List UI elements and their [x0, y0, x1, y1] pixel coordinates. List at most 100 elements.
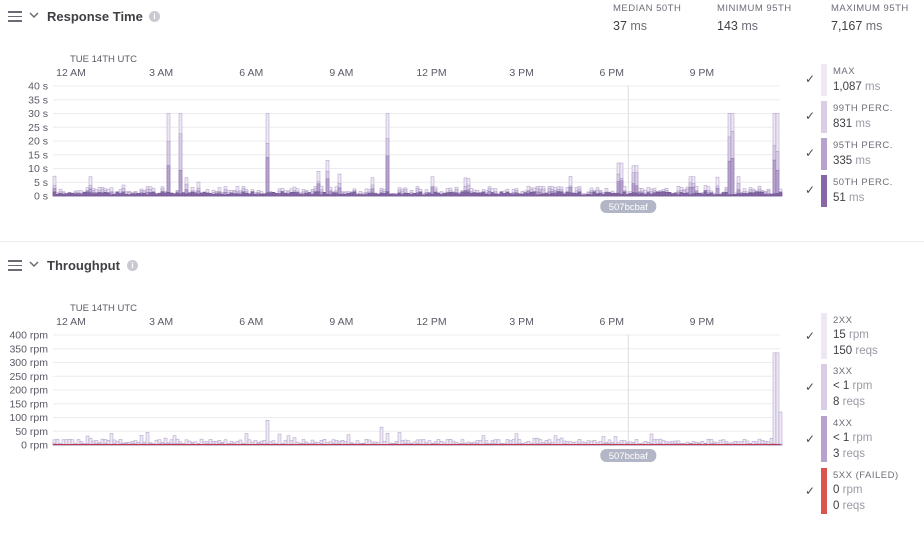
check-icon[interactable]: ✓	[805, 146, 816, 160]
check-icon[interactable]: ✓	[805, 380, 816, 394]
series-bar	[466, 191, 471, 197]
series-bar	[199, 192, 204, 197]
series-bar	[499, 191, 504, 197]
series-bar	[268, 192, 273, 197]
series-bar	[331, 192, 336, 197]
series-bar	[94, 193, 99, 197]
chevron-down-icon[interactable]	[27, 257, 41, 271]
series-bar	[433, 191, 438, 197]
series-bar	[235, 193, 240, 197]
series-bar	[379, 192, 384, 197]
series-bar	[325, 178, 330, 197]
series-bar	[520, 194, 525, 197]
drag-handle-icon[interactable]	[8, 11, 22, 22]
throughput-panel: Throughput i TUE 14TH UTC 12 AM 3 AM 6 AM 9 …	[0, 249, 924, 535]
series-bar	[229, 192, 234, 197]
series-bar	[130, 193, 135, 197]
series-bar	[526, 193, 531, 197]
series-bar	[88, 192, 93, 197]
series-bar	[340, 193, 345, 197]
series-bar	[283, 193, 288, 197]
series-bar	[220, 193, 225, 197]
series-bar	[163, 192, 168, 197]
series-bar	[559, 191, 564, 197]
series-bar	[760, 191, 765, 197]
series-bar	[370, 192, 375, 197]
series-bar	[586, 193, 591, 197]
series-bar	[778, 192, 783, 197]
check-icon[interactable]: ✓	[805, 72, 816, 86]
series-bar	[700, 193, 705, 197]
series-bar	[193, 192, 198, 197]
response-time-chart[interactable]: TUE 14TH UTC 12 AM 3 AM 6 AM 9 AM 12 PM 3 PM 6 …	[0, 48, 790, 223]
check-icon[interactable]: ✓	[805, 432, 816, 446]
series-bar	[457, 193, 462, 197]
y-tick-label: 50 rpm	[15, 426, 48, 438]
series-bar	[277, 433, 282, 446]
date-label: TUE 14TH UTC	[70, 54, 137, 65]
series-bar	[472, 192, 477, 197]
series-bar	[490, 192, 495, 197]
drag-handle-icon[interactable]	[8, 260, 22, 271]
series-bar	[514, 433, 519, 446]
series-bar	[265, 420, 270, 446]
series-bar	[523, 192, 528, 197]
series-bar	[565, 192, 570, 197]
stat-maximum: MAXIMUM 95TH 7,167 ms	[831, 3, 909, 33]
series-bar	[481, 191, 486, 197]
deploy-badge	[600, 449, 657, 462]
series-bar	[604, 192, 609, 197]
series-bar	[487, 194, 492, 197]
x-tick-label: 6 AM	[239, 67, 263, 79]
series-bar	[460, 191, 465, 197]
series-bar	[352, 191, 357, 197]
info-icon[interactable]: i	[149, 11, 160, 22]
stat-median: MEDIAN 50TH 37 ms	[613, 3, 682, 33]
info-icon[interactable]: i	[127, 260, 138, 271]
series-bar	[115, 191, 120, 197]
series-bar	[343, 194, 348, 197]
series-bar	[727, 194, 732, 197]
series-bar	[742, 193, 747, 197]
series-bar	[178, 193, 183, 197]
series-bar	[427, 192, 432, 197]
series-bar	[574, 193, 579, 197]
series-bar	[364, 194, 369, 197]
series-bar	[706, 194, 711, 197]
y-tick-label: 20 s	[28, 136, 48, 148]
series-bar	[271, 192, 276, 197]
x-tick-label: 12 PM	[416, 316, 446, 328]
y-tick-label: 250 rpm	[9, 371, 48, 383]
series-bar	[64, 193, 69, 197]
series-bar	[160, 191, 165, 197]
check-icon[interactable]: ✓	[805, 109, 816, 123]
series-bar	[190, 192, 195, 197]
series-bar	[532, 191, 537, 197]
series-bar	[424, 194, 429, 197]
check-icon[interactable]: ✓	[805, 329, 816, 343]
chevron-down-icon[interactable]	[27, 8, 41, 22]
series-bar	[328, 194, 333, 197]
series-bar	[172, 193, 177, 197]
y-tick-label: 30 s	[28, 108, 48, 120]
check-icon[interactable]: ✓	[805, 183, 816, 197]
x-tick-label: 9 PM	[690, 67, 715, 79]
y-tick-label: 35 s	[28, 94, 48, 106]
series-bar	[439, 194, 444, 197]
series-bar	[148, 192, 153, 197]
check-icon[interactable]: ✓	[805, 484, 816, 498]
series-bar	[202, 191, 207, 197]
series-bar	[592, 191, 597, 197]
panel-divider	[0, 241, 924, 242]
y-tick-label: 25 s	[28, 122, 48, 134]
series-bar	[211, 194, 216, 197]
series-bar	[667, 192, 672, 197]
deploy-badge	[600, 200, 657, 213]
series-bar	[469, 192, 474, 197]
throughput-chart[interactable]: TUE 14TH UTC 12 AM 3 AM 6 AM 9 AM 12 PM 3 PM 6 …	[0, 297, 790, 472]
series-bar	[676, 194, 681, 197]
series-bar	[625, 194, 630, 197]
series-bar	[334, 192, 339, 197]
x-tick-label: 3 PM	[509, 316, 534, 328]
date-label: TUE 14TH UTC	[70, 303, 137, 314]
